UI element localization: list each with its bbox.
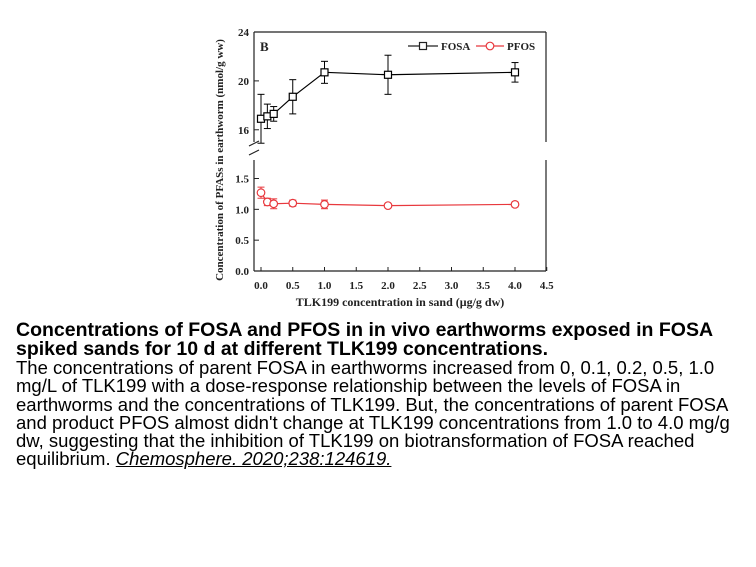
x-tick-label: 2.0 [381, 280, 395, 292]
legend: FOSA PFOS [408, 41, 535, 53]
caption-text: The concentrations of parent FOSA in ear… [16, 357, 730, 470]
y-axis-title: Concentration of PFASs in earthworm (nmo… [214, 39, 226, 281]
x-tick-label: 2.5 [413, 280, 427, 292]
pfos-data-point [269, 199, 279, 209]
x-axis-ticks: 0.0 0.5 1.0 1.5 2.0 2.5 3.0 3.5 4.0 4.5 [254, 267, 554, 292]
fosa-data-point [383, 70, 393, 79]
plot-frame [248, 31, 547, 272]
x-tick-label: 0.5 [286, 280, 300, 292]
caption-body: The concentrations of parent FOSA in ear… [16, 357, 748, 470]
caption-title: Concentrations of FOSA and PFOS in in vi… [16, 319, 713, 360]
legend-pfos-marker [485, 41, 495, 51]
x-tick-label: 0.0 [254, 280, 268, 292]
y-axis-ticks: 16 20 24 0.0 0.5 1.0 1.5 [235, 27, 259, 278]
x-tick-label: 4.0 [508, 280, 522, 292]
pfos-data-point [383, 201, 393, 211]
fosa-data-point [320, 68, 329, 77]
x-axis-title: TLK199 concentration in sand (μg/g dw) [296, 295, 505, 309]
y-tick-label: 16 [238, 125, 250, 137]
panel-label: B [260, 39, 269, 54]
y-tick-label: 0.0 [235, 266, 249, 278]
axis-break-mark-bottom [248, 149, 260, 156]
series-layer [256, 54, 520, 211]
legend-fosa-label: FOSA [441, 41, 470, 53]
chart-figure: B 0.0 0.5 1.0 1.5 2.0 2.5 3.0 3.5 4.0 4.5 16 20 24 0… [214, 27, 554, 309]
x-tick-label: 3.5 [476, 280, 490, 292]
x-tick-label: 1.5 [349, 280, 363, 292]
legend-fosa-marker [418, 41, 428, 51]
y-tick-label: 0.5 [235, 235, 249, 247]
caption-citation[interactable]: Chemosphere. 2020;238:124619. [115, 448, 392, 470]
y-tick-label: 20 [238, 76, 250, 88]
x-tick-label: 1.0 [318, 280, 332, 292]
legend-pfos-label: PFOS [507, 41, 535, 53]
y-tick-label: 1.5 [235, 174, 249, 186]
fosa-data-point [269, 109, 278, 118]
x-tick-label: 4.5 [540, 280, 554, 292]
pfos-data-point [510, 199, 520, 209]
fosa-data-point [510, 68, 520, 77]
y-tick-label: 24 [238, 27, 250, 39]
figure-caption: Concentrations of FOSA and PFOS in in vi… [16, 319, 748, 470]
axis-break-mark-top [248, 140, 260, 147]
y-tick-label: 1.0 [235, 204, 249, 216]
pfos-data-point [256, 188, 266, 198]
x-tick-label: 3.0 [445, 280, 459, 292]
fosa-data-point [288, 92, 297, 101]
pfos-data-point [288, 198, 298, 208]
pfos-data-point [320, 199, 329, 209]
